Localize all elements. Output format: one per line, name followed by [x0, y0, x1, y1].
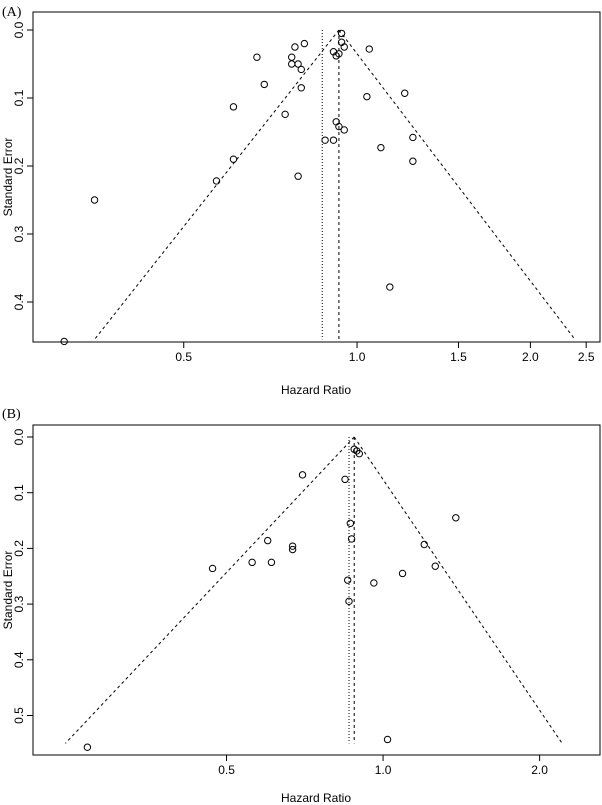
- panel-a-study-point: [260, 80, 268, 89]
- panel-a-x-tick-label: 1.5: [450, 350, 467, 364]
- panel-b-study-point: [398, 569, 407, 578]
- panel-a-y-axis-label: Standard Error: [1, 138, 15, 217]
- panel-a-funnel-right-line: [338, 29, 576, 340]
- panel-a-study-point: [335, 122, 343, 131]
- panel-a-y-tick-label: 0.0: [12, 21, 26, 38]
- panel-a-study-point: [60, 337, 68, 346]
- panel-a-study-point: [288, 60, 296, 68]
- panel-b-study-point: [431, 562, 439, 570]
- panel-a-funnel-left-line: [94, 29, 340, 340]
- panel-b-y-tick-label: 0.0: [12, 428, 26, 445]
- panel-a-study-point: [409, 133, 417, 142]
- panel-a-study-point: [337, 29, 346, 38]
- panel-a-x-tick-label: 2.5: [578, 350, 595, 364]
- panel-b-study-point: [383, 735, 392, 744]
- panel-b-study-point: [288, 545, 297, 554]
- panel-a-study-point: [288, 53, 296, 61]
- panel-b-study-point: [347, 535, 356, 543]
- panel-b-study-point: [267, 558, 276, 567]
- panel-a-study-point: [340, 126, 348, 134]
- panel-a-x-tick-label: 1.0: [349, 350, 366, 364]
- panel-a-study-point: [363, 92, 371, 101]
- panel-a-study-point: [90, 196, 99, 204]
- panel-b-plot-frame: [32, 424, 601, 756]
- panel-a-study-point: [291, 43, 299, 51]
- panel-b-y-tick-label: 0.5: [12, 707, 26, 724]
- panel-b-x-tick-label: 1.0: [375, 763, 392, 777]
- panel-a-study-point: [300, 39, 309, 48]
- panel-a-study-point: [401, 89, 409, 97]
- panel-a-study-point: [386, 283, 394, 291]
- panel-b: (B) Hazard Ratio Standard Error 0.5 1.0 2.…: [1, 407, 601, 805]
- panel-b-funnel-right-line: [353, 436, 563, 744]
- panel-a-study-point: [297, 84, 305, 92]
- panel-b-study-point: [452, 514, 460, 522]
- panel-a-x-axis-label: Hazard Ratio: [281, 383, 351, 397]
- panel-b-study-point: [83, 743, 92, 751]
- panel-b-y-tick-label: 0.3: [12, 595, 26, 612]
- panel-a-x-tick-label: 0.5: [175, 350, 192, 364]
- panel-b-study-point: [346, 519, 355, 528]
- panel-b-study-point: [208, 564, 217, 573]
- panel-a-label: (A): [2, 5, 22, 20]
- panel-a-study-point: [377, 143, 385, 152]
- panel-a-study-point: [297, 65, 305, 74]
- panel-b-funnel-left-line: [65, 436, 355, 744]
- panel-b-x-tick-label: 0.5: [218, 763, 235, 777]
- panel-b-study-point: [298, 471, 307, 479]
- panel-a-y-tick-label: 0.2: [12, 157, 26, 174]
- panel-a-study-point: [335, 50, 343, 58]
- panel-b-study-point: [248, 558, 256, 567]
- panel-a-study-point: [212, 177, 221, 185]
- panel-a-study-point: [253, 53, 261, 61]
- panel-b-study-point: [370, 579, 378, 587]
- panel-b-study-point: [345, 597, 353, 606]
- panel-a-y-tick-label: 0.3: [12, 225, 26, 242]
- panel-a-study-point: [294, 60, 302, 68]
- panel-a-plot-frame: [32, 11, 601, 343]
- panel-a-x-tick-label: 2.0: [522, 350, 539, 364]
- panel-b-study-point: [288, 542, 297, 550]
- panel-b-study-point: [341, 475, 349, 484]
- panel-b-study-point: [264, 536, 272, 545]
- panel-a-study-point: [409, 157, 417, 165]
- panel-a-study-point: [229, 103, 238, 111]
- panel-b-y-tick-label: 0.2: [12, 540, 26, 557]
- panel-a: (A) Hazard Ratio Standard Error 0.5 1.0 1.…: [1, 5, 601, 397]
- panel-b-y-axis-label: Standard Error: [1, 551, 15, 630]
- panel-a-study-point: [229, 155, 238, 163]
- panel-a-study-point: [365, 45, 373, 53]
- panel-a-study-point: [340, 43, 348, 51]
- panel-b-study-point: [343, 576, 352, 584]
- panel-a-y-tick-label: 0.4: [12, 293, 26, 310]
- panel-b-study-point: [420, 540, 428, 549]
- panel-a-study-point: [281, 110, 289, 119]
- panel-b-label: (B): [2, 407, 21, 422]
- panel-b-x-tick-label: 2.0: [531, 763, 548, 777]
- panel-b-y-tick-label: 0.1: [12, 484, 26, 501]
- panel-b-study-point: [355, 450, 363, 458]
- panel-a-study-point: [321, 136, 329, 144]
- panel-b-y-tick-label: 0.4: [12, 651, 26, 668]
- panel-b-x-axis-label: Hazard Ratio: [281, 791, 351, 805]
- panel-a-y-tick-label: 0.1: [12, 89, 26, 106]
- panel-a-study-point: [294, 172, 302, 180]
- panel-a-study-point: [329, 136, 338, 144]
